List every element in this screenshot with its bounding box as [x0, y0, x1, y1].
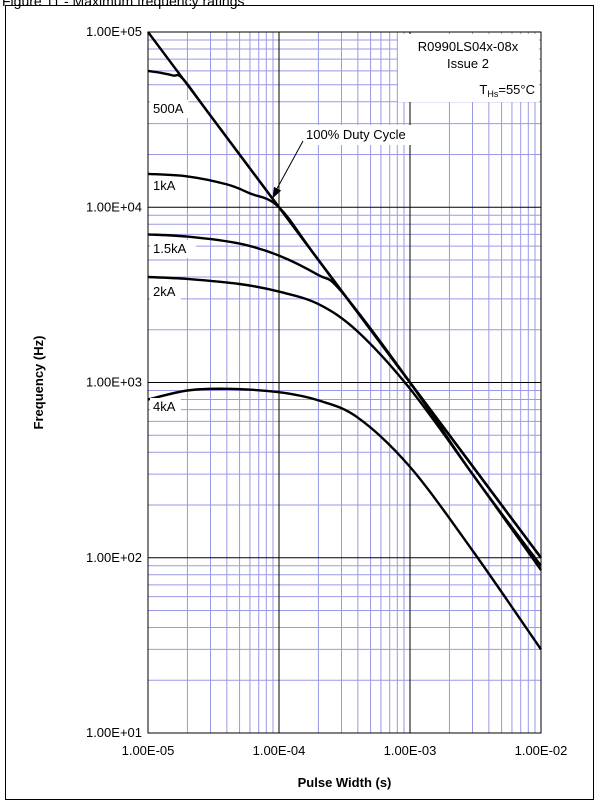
info-box-background — [398, 34, 539, 102]
x-tick-label: 1.00E-04 — [253, 743, 306, 758]
condition-value: =55°C — [498, 82, 535, 97]
curves — [147, 31, 542, 651]
label-bg-500a — [150, 100, 189, 118]
x-tick-label: 1.00E-03 — [384, 743, 437, 758]
label-bg-2ka — [150, 283, 181, 301]
y-tick-label: 1.00E+04 — [86, 199, 142, 214]
curve-label-2ka: 2kA — [153, 284, 176, 299]
y-axis-title: Frequency (Hz) — [31, 336, 46, 430]
label-bg-1ka — [150, 177, 181, 195]
info-box-condition: THs=55°C — [479, 82, 535, 99]
figure-caption: Figure 11 - Maximum frequency ratings — [2, 0, 245, 9]
info-box-part-number: R0990LS04x-08x — [418, 39, 519, 54]
curve-label-4ka: 4kA — [153, 399, 176, 414]
y-tick-label: 1.00E+02 — [86, 550, 142, 565]
curve-4ka — [147, 387, 542, 651]
tick-labels: 1.00E-05 1.00E-04 1.00E-03 1.00E-02 1.00E+01… — [86, 24, 567, 758]
curve-1ka — [147, 172, 542, 559]
curve-label-500a: 500A — [153, 101, 184, 116]
y-tick-label: 1.00E+03 — [86, 375, 142, 390]
x-axis-title: Pulse Width (s) — [298, 775, 392, 790]
info-box: R0990LS04x-08x Issue 2 THs=55°C — [398, 34, 539, 102]
chart-frame — [5, 5, 594, 800]
info-box-issue: Issue 2 — [447, 56, 489, 71]
curve-labels: 500A 1kA 1.5kA 2kA 4kA — [150, 100, 196, 416]
plot-area-border — [147, 31, 542, 734]
annotation-background — [302, 125, 436, 145]
annotation-text: 100% Duty Cycle — [306, 127, 406, 142]
x-tick-label: 1.00E-02 — [515, 743, 568, 758]
curve-1-5ka — [147, 233, 542, 567]
label-bg-4ka — [150, 398, 181, 416]
condition-subscript: Hs — [487, 89, 498, 99]
annotation-arrow — [274, 140, 304, 192]
condition-symbol: T — [479, 82, 487, 97]
label-bg-1-5ka — [150, 240, 196, 258]
y-tick-label: 1.00E+05 — [86, 24, 142, 39]
curve-label-1ka: 1kA — [153, 178, 176, 193]
curve-label-1-5ka: 1.5kA — [153, 241, 187, 256]
y-tick-label: 1.00E+01 — [86, 725, 142, 740]
annotation-arrowhead — [272, 186, 282, 199]
curve-2ka — [147, 275, 542, 571]
duty-cycle-annotation: 100% Duty Cycle — [272, 125, 436, 199]
x-tick-label: 1.00E-05 — [122, 743, 175, 758]
